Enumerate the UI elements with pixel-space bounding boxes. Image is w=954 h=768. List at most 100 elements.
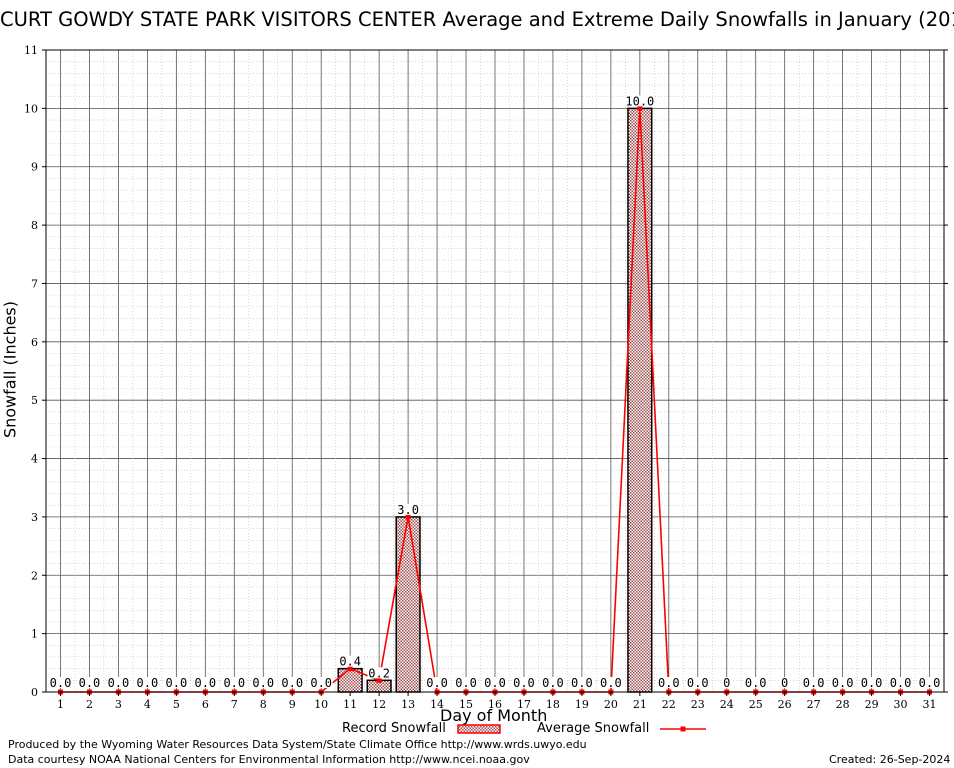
- data-label-bg: [425, 677, 449, 688]
- record-bar: [627, 107, 653, 693]
- x-tick-label: 5: [173, 698, 180, 711]
- average-point: [405, 514, 411, 520]
- data-label-bg: [48, 677, 72, 688]
- data-label-bg: [222, 677, 246, 688]
- legend: [457, 724, 706, 734]
- data-label: 0.0: [600, 676, 622, 690]
- data-label: 0.0: [861, 676, 883, 690]
- average-point: [347, 666, 353, 672]
- data-label: 0.2: [368, 666, 390, 680]
- x-tick-label: 21: [633, 698, 647, 711]
- data-label-bg: [599, 677, 623, 688]
- data-label-bg: [889, 677, 913, 688]
- x-tick-label: 14: [430, 698, 444, 711]
- y-tick-label: 4: [31, 453, 38, 466]
- x-tick-label: 29: [865, 698, 879, 711]
- x-tick-label: 1: [57, 698, 64, 711]
- data-label-bg: [454, 677, 478, 688]
- x-tick-label: 3: [115, 698, 122, 711]
- data-label: 0.0: [890, 676, 912, 690]
- data-label-bg: [164, 677, 188, 688]
- data-label: 0: [781, 676, 788, 690]
- data-label: 0.0: [223, 676, 245, 690]
- x-tick-label: 20: [604, 698, 618, 711]
- y-tick-label: 10: [24, 102, 38, 115]
- x-tick-label: 24: [720, 698, 734, 711]
- x-tick-label: 25: [749, 698, 763, 711]
- data-label-bg: [367, 667, 391, 679]
- legend-record-swatch: [457, 724, 501, 734]
- x-tick-label: 15: [459, 698, 473, 711]
- x-tick-label: 19: [575, 698, 589, 711]
- data-label-bg: [860, 677, 884, 688]
- x-tick-label: 7: [231, 698, 238, 711]
- data-label-bg: [831, 677, 855, 688]
- footer-data-courtesy: Data courtesy NOAA National Centers for …: [8, 753, 530, 766]
- data-label: 10.0: [625, 94, 654, 108]
- data-label: 0.0: [745, 676, 767, 690]
- data-label-bg: [483, 677, 507, 688]
- y-tick-label: 6: [31, 336, 38, 349]
- data-label-bg: [918, 677, 942, 688]
- data-label: 0.0: [108, 676, 130, 690]
- data-label: 0.0: [310, 676, 332, 690]
- grid-lines: [45, 49, 945, 693]
- data-label: 0.0: [426, 676, 448, 690]
- x-tick-label: 22: [662, 698, 676, 711]
- record-bar: [395, 516, 421, 693]
- y-tick-label: 5: [31, 394, 38, 407]
- y-tick-label: 0: [31, 686, 38, 699]
- y-tick-label: 2: [31, 569, 38, 582]
- data-label: 0.0: [542, 676, 564, 690]
- data-label: 0.0: [803, 676, 825, 690]
- data-label: 0.0: [194, 676, 216, 690]
- data-label-bg: [570, 677, 594, 688]
- data-labels: 0.0 0.0 0.0 0.0 0.0 0.0 0.0 0.0 0.0 0.0 0.4 0.2 3.0 0…: [48, 94, 942, 690]
- data-label-bg: [309, 677, 333, 688]
- data-label: 0.0: [658, 676, 680, 690]
- x-tick-label: 4: [144, 698, 151, 711]
- data-label-bg: [106, 677, 130, 688]
- data-label: 0.4: [339, 655, 361, 669]
- y-tick-label: 3: [31, 511, 38, 524]
- y-tick-label: 1: [31, 628, 38, 641]
- data-label: 0.0: [687, 676, 709, 690]
- data-label-bg: [780, 677, 790, 688]
- data-label-bg: [541, 677, 565, 688]
- data-label: 0.0: [455, 676, 477, 690]
- data-label-bg: [802, 677, 826, 688]
- y-tick-label: 9: [31, 161, 38, 174]
- y-tick-label: 7: [31, 277, 38, 290]
- data-label-bg: [280, 677, 304, 688]
- data-label: 0.0: [571, 676, 593, 690]
- x-tick-label: 28: [836, 698, 850, 711]
- x-tick-label: 26: [778, 698, 792, 711]
- data-label: 0.0: [166, 676, 188, 690]
- x-tick-label: 27: [807, 698, 821, 711]
- x-tick-label: 6: [202, 698, 209, 711]
- data-label: 0.0: [252, 676, 274, 690]
- x-tick-label: 16: [488, 698, 502, 711]
- data-label-bg: [624, 95, 655, 107]
- average-point: [637, 105, 643, 111]
- x-tick-label: 12: [372, 698, 386, 711]
- data-label: 0.0: [137, 676, 159, 690]
- data-label: 0: [723, 676, 730, 690]
- data-label: 3.0: [397, 503, 419, 517]
- average-point: [376, 677, 382, 683]
- data-label-bg: [722, 677, 732, 688]
- legend-average-marker: [680, 726, 686, 732]
- data-label: 0.0: [832, 676, 854, 690]
- x-tick-label: 2: [86, 698, 93, 711]
- data-label: 0.0: [281, 676, 303, 690]
- data-label-bg: [77, 677, 101, 688]
- x-tick-label: 23: [691, 698, 705, 711]
- data-label-bg: [744, 677, 768, 688]
- data-label-bg: [193, 677, 217, 688]
- x-tick-label: 17: [517, 698, 531, 711]
- data-label-bg: [338, 655, 362, 667]
- record-bars: [337, 107, 653, 693]
- y-tick-label: 8: [31, 219, 38, 232]
